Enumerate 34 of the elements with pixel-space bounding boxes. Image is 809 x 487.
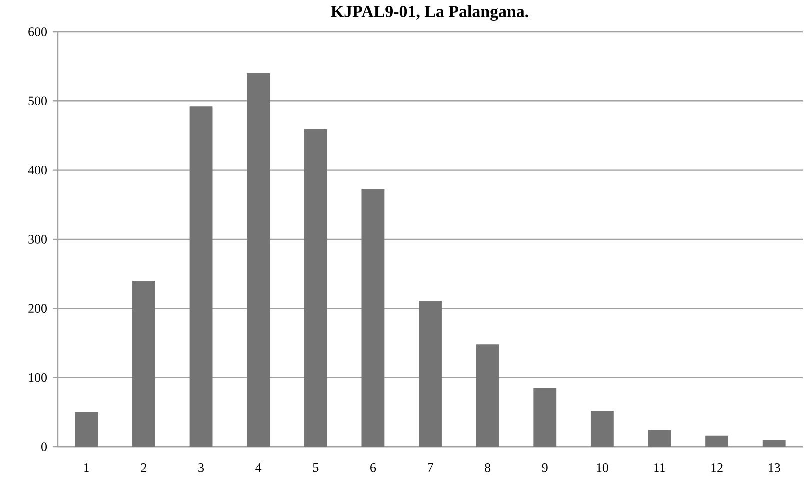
- bar: [304, 130, 328, 447]
- bar: [362, 188, 385, 447]
- y-tick-label: 200: [28, 304, 47, 314]
- x-tick-label: 11: [654, 464, 666, 472]
- x-tick-label: 4: [256, 464, 262, 472]
- bar: [476, 344, 500, 447]
- x-tick-label: 13: [769, 464, 780, 472]
- y-tick-label: 100: [29, 373, 47, 382]
- bar: [190, 106, 213, 447]
- bar: [706, 436, 729, 447]
- bar: [132, 280, 156, 447]
- y-tick-label: 400: [28, 166, 47, 175]
- x-tick-label: 5: [313, 464, 319, 472]
- bar: [648, 430, 672, 447]
- x-tick-label: 3: [198, 464, 204, 472]
- bar: [247, 73, 270, 447]
- x-tick-label: 9: [542, 464, 548, 472]
- bar: [419, 301, 442, 447]
- x-tick-label: 1: [84, 464, 90, 472]
- x-tick-label: 6: [370, 464, 376, 472]
- x-tick-label: 10: [597, 464, 608, 472]
- chart-title: KJPAL9-01, La Palangana.: [331, 6, 528, 21]
- x-tick-label: 8: [485, 464, 491, 472]
- y-tick-label: 0: [42, 442, 47, 452]
- bar: [534, 388, 557, 447]
- bar: [590, 411, 614, 447]
- y-tick-label: 500: [28, 96, 47, 106]
- x-tick-label: 7: [428, 464, 434, 472]
- bar: [75, 412, 98, 447]
- x-tick-label: 2: [141, 464, 146, 472]
- y-tick-label: 300: [28, 235, 47, 244]
- y-tick-label: 600: [28, 28, 47, 36]
- x-tick-label: 12: [712, 464, 723, 472]
- bar: [762, 440, 786, 447]
